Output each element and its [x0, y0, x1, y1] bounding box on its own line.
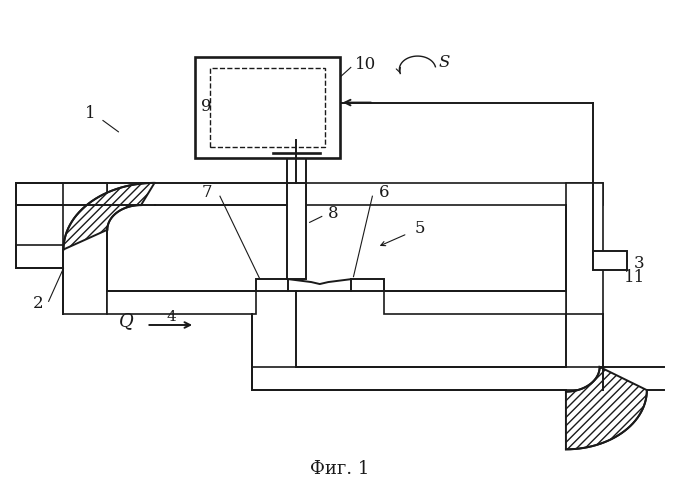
Bar: [593, 251, 627, 270]
Bar: [195, 57, 340, 158]
Text: 5: 5: [414, 220, 425, 238]
Polygon shape: [63, 183, 154, 250]
Bar: [252, 367, 603, 390]
Text: Фиг. 1: Фиг. 1: [310, 460, 370, 478]
Text: 7: 7: [201, 184, 211, 201]
Bar: [566, 183, 603, 314]
Text: 6: 6: [379, 184, 389, 201]
Bar: [63, 183, 107, 314]
Bar: [287, 183, 305, 279]
Text: 10: 10: [355, 56, 376, 73]
Bar: [63, 183, 107, 314]
Polygon shape: [63, 183, 154, 250]
Bar: [16, 183, 107, 205]
Text: 2: 2: [33, 295, 43, 312]
Bar: [210, 68, 325, 147]
Bar: [16, 245, 107, 268]
Text: 1: 1: [85, 105, 96, 122]
Bar: [16, 183, 107, 205]
Bar: [352, 279, 384, 291]
Text: 4: 4: [167, 310, 176, 324]
Bar: [107, 291, 256, 314]
Bar: [305, 183, 603, 205]
Bar: [384, 291, 566, 314]
Polygon shape: [566, 367, 647, 449]
Bar: [384, 291, 566, 314]
Text: 11: 11: [624, 268, 645, 285]
Text: 8: 8: [328, 206, 339, 223]
Bar: [252, 367, 603, 390]
Text: 9: 9: [201, 98, 211, 115]
Bar: [16, 245, 107, 268]
Text: S: S: [439, 54, 450, 71]
Text: 3: 3: [634, 255, 644, 272]
Bar: [566, 183, 603, 314]
Bar: [107, 291, 256, 314]
Bar: [305, 183, 603, 205]
Text: Q: Q: [119, 312, 133, 330]
Bar: [256, 279, 288, 291]
